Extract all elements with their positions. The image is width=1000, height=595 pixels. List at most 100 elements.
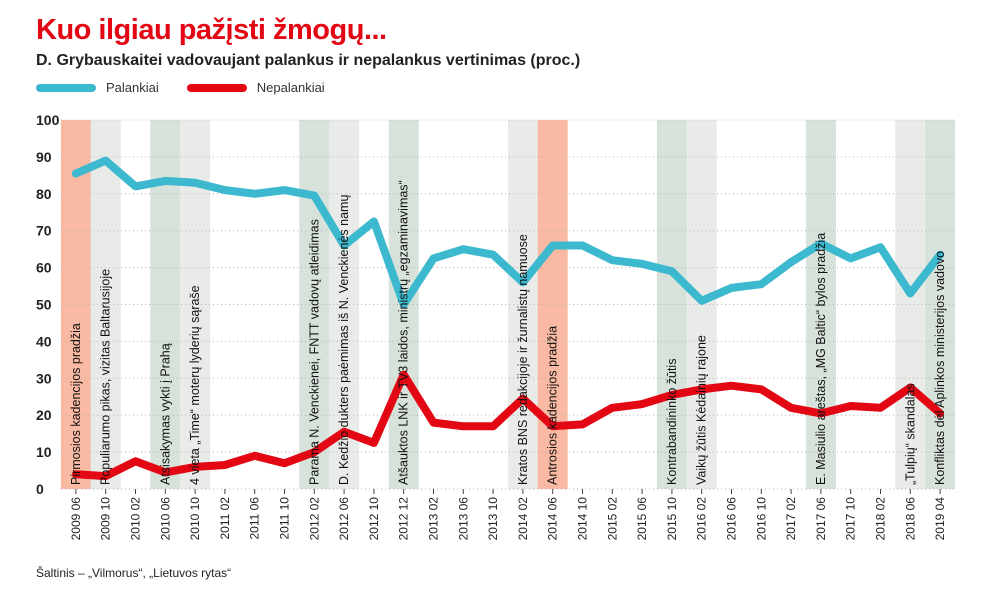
data-point-1-21 xyxy=(698,385,706,393)
data-point-1-19 xyxy=(638,400,646,408)
data-point-1-11 xyxy=(400,371,408,379)
y-tick-label-60: 60 xyxy=(36,260,52,276)
x-tick-label-6: 2011 06 xyxy=(248,497,262,540)
data-point-0-15 xyxy=(519,278,527,286)
data-point-1-13 xyxy=(459,422,467,430)
data-point-0-5 xyxy=(221,186,229,194)
x-tick-label-27: 2018 02 xyxy=(874,497,888,541)
y-tick-label-100: 100 xyxy=(36,112,60,128)
data-point-0-12 xyxy=(430,254,437,262)
event-label-4: Parama N. Venckienei, FNTT vadovų atleid… xyxy=(307,219,321,485)
x-tick-label-2: 2010 02 xyxy=(129,497,143,541)
data-point-1-17 xyxy=(579,420,586,428)
series-lines xyxy=(71,156,945,481)
event-label-11: E. Masiulio areštas, „MG Baltic“ bylos p… xyxy=(814,233,828,485)
event-band-11 xyxy=(805,120,836,489)
y-tick-label-80: 80 xyxy=(36,186,52,202)
data-point-1-7 xyxy=(281,459,288,467)
data-point-1-2 xyxy=(132,457,139,465)
x-tick-label-26: 2017 10 xyxy=(844,497,858,541)
data-point-1-28 xyxy=(906,384,914,392)
event-label-5: D. Kedžio dukters paėmimas iš N. Venckie… xyxy=(337,195,351,485)
x-tick-label-21: 2016 02 xyxy=(695,497,709,541)
legend: Palankiai Nepalankiai xyxy=(36,80,325,95)
x-tick-label-9: 2012 06 xyxy=(337,497,351,541)
x-tick-label-25: 2017 06 xyxy=(814,497,828,541)
y-tick-label-10: 10 xyxy=(36,444,52,460)
data-point-1-8 xyxy=(310,448,318,456)
x-tick-label-24: 2017 02 xyxy=(784,497,798,541)
data-point-0-26 xyxy=(847,254,855,262)
x-tick-label-29: 2019 04 xyxy=(933,497,947,541)
data-point-1-4 xyxy=(191,463,199,471)
data-point-0-28 xyxy=(906,289,914,297)
event-labels: Pirmosios kadencijos pradžia Populiarumo … xyxy=(69,180,947,485)
data-point-0-25 xyxy=(817,240,825,248)
event-band-4 xyxy=(299,120,330,489)
data-point-0-13 xyxy=(459,245,467,253)
event-label-6: Atšauktos LNK ir TV3 laidos, ministrų „e… xyxy=(397,180,411,485)
x-tick-label-10: 2012 10 xyxy=(367,497,381,541)
data-point-0-22 xyxy=(728,284,735,292)
data-point-1-5 xyxy=(221,461,229,469)
x-tick-label-0: 2009 06 xyxy=(69,497,83,541)
data-point-0-18 xyxy=(608,256,616,264)
data-point-1-14 xyxy=(489,422,497,430)
y-tick-label-40: 40 xyxy=(36,333,52,349)
data-point-1-15 xyxy=(519,395,527,403)
x-tick-label-23: 2016 10 xyxy=(754,497,768,541)
data-point-0-23 xyxy=(757,280,765,288)
event-label-2: Atsisakymas vykti į Prahą xyxy=(158,343,172,485)
data-point-0-16 xyxy=(549,241,557,249)
x-tick-label-14: 2013 10 xyxy=(486,497,500,541)
event-band-13 xyxy=(925,120,956,489)
event-label-10: Vaikų žūtis Kėdainių rajone xyxy=(695,335,709,485)
x-axis-ticks: 2009 06 2009 10 2010 02 2010 06 2010 10 2011 … xyxy=(69,489,947,540)
data-point-0-3 xyxy=(161,177,169,185)
data-point-1-24 xyxy=(787,404,795,412)
y-tick-label-70: 70 xyxy=(36,223,52,239)
series-line-0 xyxy=(71,156,945,309)
x-tick-label-19: 2015 06 xyxy=(635,497,649,541)
y-tick-label-0: 0 xyxy=(36,481,44,497)
data-point-0-11 xyxy=(400,301,408,308)
data-point-1-29 xyxy=(936,409,944,417)
x-tick-label-11: 2012 12 xyxy=(397,497,411,541)
event-label-12: „Tulpių“ skandalas xyxy=(903,383,917,485)
event-label-13: Konfliktas dėl Aplinkos ministerijos vad… xyxy=(933,251,947,485)
legend-swatch-palankiai xyxy=(36,83,96,92)
data-point-1-26 xyxy=(847,402,855,410)
x-tick-label-20: 2015 10 xyxy=(665,497,679,541)
x-tick-label-13: 2013 06 xyxy=(456,497,470,541)
data-point-0-14 xyxy=(489,251,497,259)
y-tick-label-50: 50 xyxy=(36,297,52,313)
x-tick-label-18: 2015 02 xyxy=(605,497,619,541)
event-band-12 xyxy=(895,120,926,489)
event-label-9: Kontrabandininko žūtis xyxy=(665,359,679,485)
y-tick-label-30: 30 xyxy=(36,370,52,386)
data-point-0-10 xyxy=(370,217,378,225)
data-point-0-20 xyxy=(668,267,676,275)
data-point-0-4 xyxy=(191,179,199,187)
data-point-1-25 xyxy=(817,409,825,417)
y-axis-ticks: 0 10 20 30 40 50 60 70 80 90 100 xyxy=(36,112,60,497)
x-tick-label-8: 2012 02 xyxy=(307,497,321,541)
data-point-1-16 xyxy=(549,422,557,430)
data-point-1-6 xyxy=(251,452,259,460)
x-tick-label-4: 2010 10 xyxy=(188,497,202,541)
source-note: Šaltinis – „Vilmorus“, „Lietuvos rytas“ xyxy=(36,566,232,580)
y-tick-label-90: 90 xyxy=(36,149,52,165)
data-point-0-7 xyxy=(281,186,288,194)
x-tick-label-1: 2009 10 xyxy=(99,497,113,541)
series-line-1 xyxy=(71,370,945,481)
data-point-0-19 xyxy=(638,260,646,268)
data-point-1-0 xyxy=(72,470,80,478)
data-point-1-20 xyxy=(668,391,676,399)
data-point-0-27 xyxy=(877,243,884,251)
event-label-0: Pirmosios kadencijos pradžia xyxy=(69,323,83,485)
event-band-7 xyxy=(507,120,538,489)
data-point-1-23 xyxy=(757,385,765,393)
data-point-1-9 xyxy=(340,428,348,436)
event-label-7: Kratos BNS redakcijoje ir žurnalistų nam… xyxy=(516,234,530,485)
